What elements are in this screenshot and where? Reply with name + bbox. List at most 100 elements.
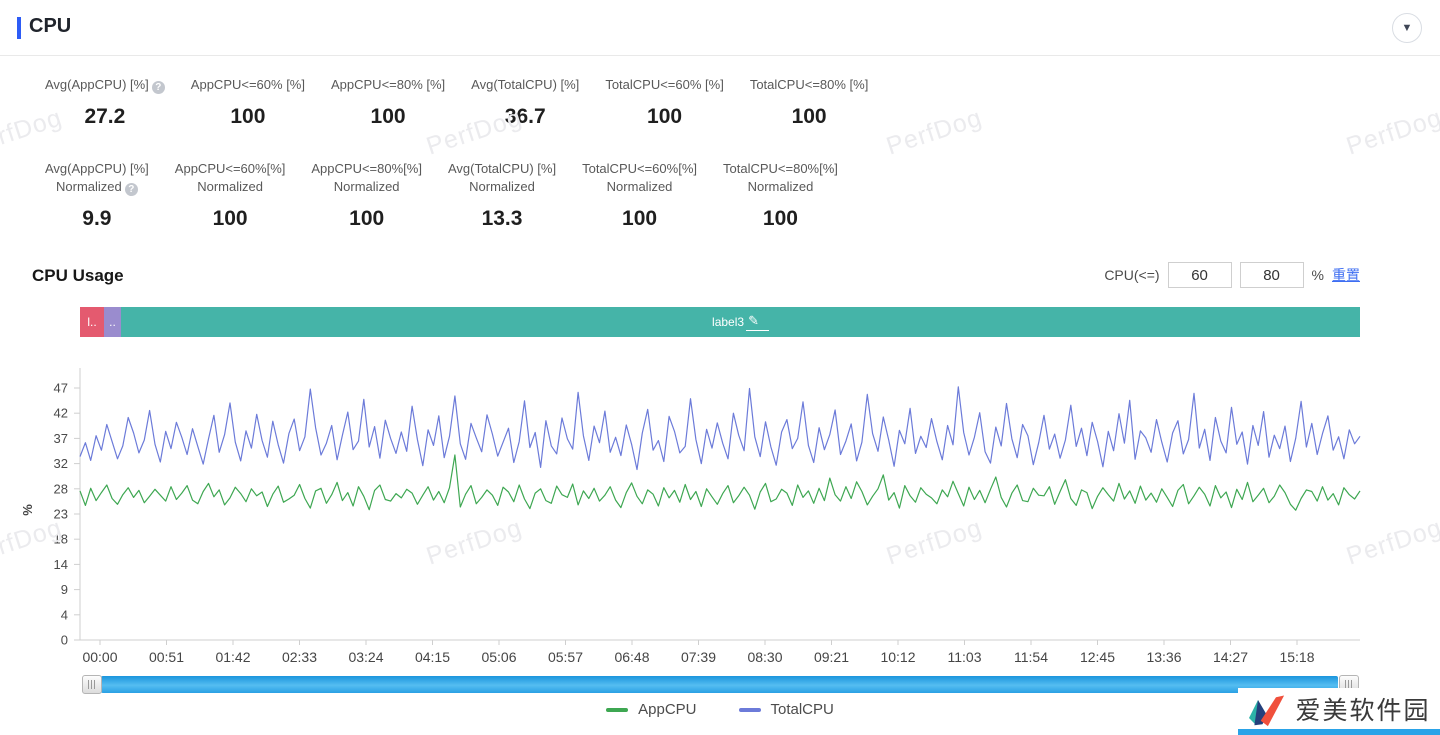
collapse-button[interactable]: ▼ xyxy=(1392,13,1422,43)
stat-value: 27.2 xyxy=(84,105,126,128)
stat-cell: Avg(AppCPU) [%] Normalized? 9.9 xyxy=(40,160,154,231)
stat-label: Avg(TotalCPU) [%] Normalized xyxy=(447,161,557,194)
legend-dash-icon xyxy=(738,707,761,712)
tick-label: 37 xyxy=(54,431,68,446)
range-segment[interactable]: .. xyxy=(104,307,121,337)
stat-value: 100 xyxy=(791,105,827,128)
tick-label: 07:39 xyxy=(681,649,716,665)
stat-cell: TotalCPU<=60%[%] Normalized 100 xyxy=(577,160,702,231)
legend-item-appcpu[interactable]: AppCPU xyxy=(606,701,697,718)
scrollbar-track[interactable] xyxy=(101,676,1338,693)
tick-label: 12:45 xyxy=(1080,649,1115,665)
range-segment[interactable]: l.. xyxy=(80,307,104,337)
tick-label: 04:15 xyxy=(415,649,450,665)
stat-cell: Avg(TotalCPU) [%] 36.7 xyxy=(466,76,584,129)
tick-label: 10:12 xyxy=(880,649,915,665)
grip-icon xyxy=(1345,680,1353,689)
tick-label: 02:33 xyxy=(282,649,317,665)
chart-scrollbar xyxy=(82,675,1359,694)
tick-label: 01:42 xyxy=(215,649,250,665)
tick-label: 47 xyxy=(54,381,68,396)
reset-link[interactable]: 重置 xyxy=(1332,267,1360,283)
stat-value: 100 xyxy=(230,105,266,128)
tick-label: 03:24 xyxy=(348,649,383,665)
range-segment-label: label3 xyxy=(712,315,745,329)
stat-cell: AppCPU<=80%[%] Normalized 100 xyxy=(306,160,427,231)
stat-value: 9.9 xyxy=(82,207,112,230)
range-segment[interactable]: label3 ✎ xyxy=(121,307,1360,337)
chart-legend: AppCPU TotalCPU xyxy=(0,701,1440,718)
stat-value: 100 xyxy=(349,207,385,230)
tick-label: 05:57 xyxy=(548,649,583,665)
legend-label: TotalCPU xyxy=(770,701,834,718)
stat-value: 100 xyxy=(212,207,248,230)
stat-label: AppCPU<=80% [%] xyxy=(330,77,446,92)
tick-label: 05:06 xyxy=(481,649,516,665)
stat-cell: AppCPU<=80% [%] 100 xyxy=(326,76,450,129)
header-accent-bar xyxy=(17,17,21,39)
threshold-input-80[interactable] xyxy=(1239,262,1304,288)
cpu-usage-chart[interactable]: 0 4 9 14 18 23 28 32 37 42 47% 00:00 00:51 01:42 02:33… xyxy=(20,360,1361,680)
panel-header: CPU ▼ xyxy=(0,0,1440,56)
stat-cell: TotalCPU<=80%[%] Normalized 100 xyxy=(718,160,843,231)
legend-dash-icon xyxy=(606,707,629,712)
stat-label: TotalCPU<=60%[%] Normalized xyxy=(582,161,697,194)
chevron-down-icon: ▼ xyxy=(1401,21,1413,34)
stat-label: TotalCPU<=60% [%] xyxy=(605,77,724,92)
stat-cell: Avg(AppCPU) [%]? 27.2 xyxy=(40,76,170,129)
tick-label: 14:27 xyxy=(1213,649,1248,665)
perfdog-watermark: PerfDog xyxy=(882,103,986,161)
stat-cell: AppCPU<=60% [%] 100 xyxy=(186,76,310,129)
tick-label: 4 xyxy=(61,607,68,622)
stat-label: AppCPU<=60% [%] xyxy=(190,77,305,92)
bottom-blue-strip xyxy=(1238,729,1440,735)
section-title: CPU Usage xyxy=(32,266,124,285)
tick-label: 11:54 xyxy=(1014,649,1048,665)
stat-value: 13.3 xyxy=(481,207,523,230)
cpu-threshold-controls: CPU(<=) % 重置 xyxy=(1104,262,1360,288)
stat-cell: TotalCPU<=80% [%] 100 xyxy=(745,76,874,129)
stat-value: 100 xyxy=(622,207,658,230)
stat-label: AppCPU<=60%[%] Normalized xyxy=(174,161,286,194)
appcpu-line xyxy=(79,454,1361,511)
stat-value: 100 xyxy=(762,207,798,230)
tick-label: 18 xyxy=(54,532,68,547)
tick-label: 11:03 xyxy=(948,649,982,665)
tick-label: 23 xyxy=(54,507,68,522)
stat-value: 100 xyxy=(370,105,406,128)
stat-label: AppCPU<=80%[%] Normalized xyxy=(311,161,422,194)
tick-label: 00:00 xyxy=(82,649,117,665)
stat-label: Avg(AppCPU) [%] Normalized? xyxy=(45,161,149,196)
tick-label: 15:18 xyxy=(1279,649,1314,665)
site-logo: 爱美软件园 xyxy=(1238,688,1440,735)
label-range-bar: l.... label3 ✎ xyxy=(80,307,1360,337)
legend-item-totalcpu[interactable]: TotalCPU xyxy=(738,701,834,718)
edit-pencil-icon[interactable]: ✎ xyxy=(746,313,769,331)
stat-cell: Avg(TotalCPU) [%] Normalized 13.3 xyxy=(443,160,561,231)
site-logo-icon xyxy=(1249,695,1285,726)
grip-icon xyxy=(88,680,96,689)
scrollbar-handle-left[interactable] xyxy=(82,675,102,694)
stat-label: Avg(TotalCPU) [%] xyxy=(471,77,580,92)
stat-value: 36.7 xyxy=(504,105,546,128)
tick-label: 13:36 xyxy=(1146,649,1181,665)
threshold-input-60[interactable] xyxy=(1167,262,1232,288)
tick-label: 28 xyxy=(54,481,68,496)
stats-row-2: Avg(AppCPU) [%] Normalized? 9.9 AppCPU<=60%… xyxy=(40,160,843,231)
totalcpu-line xyxy=(79,386,1361,471)
help-icon[interactable]: ? xyxy=(151,81,165,94)
tick-label: 0 xyxy=(61,633,68,648)
threshold-label: CPU(<=) xyxy=(1104,267,1160,283)
perfdog-watermark: PerfDog xyxy=(1342,103,1440,161)
stat-cell: AppCPU<=60%[%] Normalized 100 xyxy=(170,160,291,231)
tick-label: 00:51 xyxy=(149,649,184,665)
range-segment-label: l.. xyxy=(87,315,97,329)
tick-label: 08:30 xyxy=(747,649,782,665)
help-icon[interactable]: ? xyxy=(124,183,138,196)
stat-label: TotalCPU<=80%[%] Normalized xyxy=(723,161,838,194)
stat-label: Avg(AppCPU) [%]? xyxy=(45,76,165,94)
tick-label: 14 xyxy=(54,557,68,572)
stats-row-1: Avg(AppCPU) [%]? 27.2 AppCPU<=60% [%] 100 Ap… xyxy=(40,76,873,129)
stat-value: 100 xyxy=(647,105,683,128)
